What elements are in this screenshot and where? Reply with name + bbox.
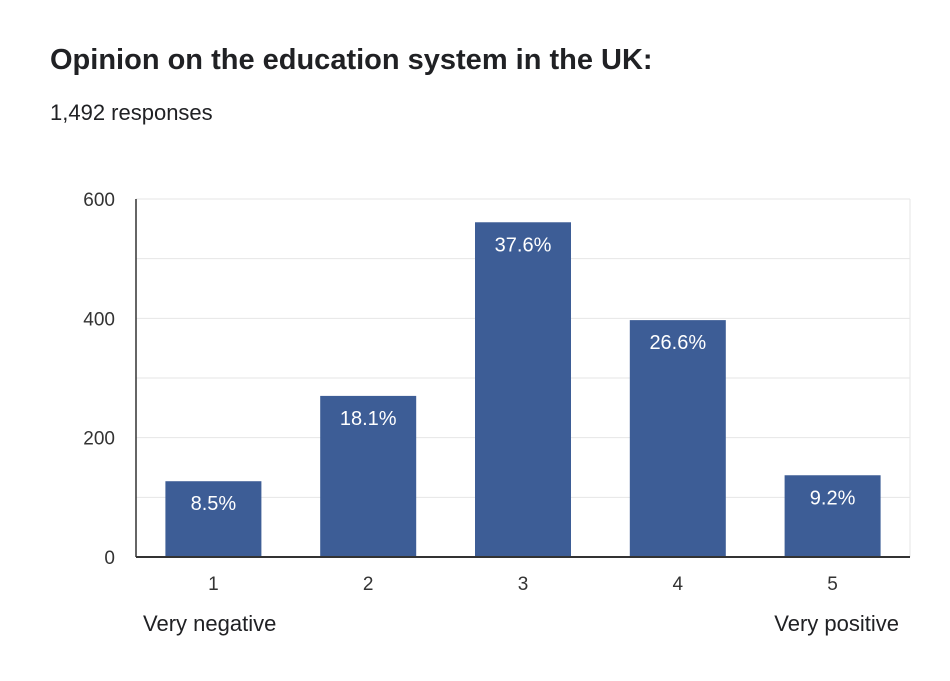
data-label: 18.1%	[340, 408, 397, 430]
bars	[165, 222, 881, 557]
x-tick-label: 5	[827, 574, 838, 595]
bar	[475, 222, 571, 557]
x-tick-label: 4	[673, 574, 684, 595]
scale-high-label: Very positive	[774, 611, 899, 636]
data-label: 37.6%	[495, 234, 552, 256]
axes: 0 200 400 600 1 2 3 4 5	[83, 190, 910, 595]
data-labels: 8.5% 18.1% 37.6% 26.6% 9.2%	[191, 234, 856, 515]
bar	[165, 481, 262, 557]
data-label: 26.6%	[649, 332, 706, 354]
y-tick-label: 200	[83, 429, 115, 450]
scale-low-label: Very negative	[143, 611, 277, 636]
data-label: 9.2%	[810, 487, 856, 509]
chart-title: Opinion on the education system in the U…	[50, 44, 653, 76]
data-label: 8.5%	[191, 493, 237, 515]
y-tick-label: 400	[83, 309, 115, 330]
x-tick-label: 2	[363, 574, 374, 595]
bar	[784, 475, 881, 557]
bar	[320, 395, 417, 557]
y-tick-label: 600	[83, 190, 115, 211]
response-count: 1,492 responses	[50, 100, 213, 125]
x-tick-label: 3	[518, 574, 529, 595]
x-tick-label: 1	[208, 574, 219, 595]
y-tick-label: 0	[104, 548, 115, 569]
bar	[629, 320, 726, 557]
